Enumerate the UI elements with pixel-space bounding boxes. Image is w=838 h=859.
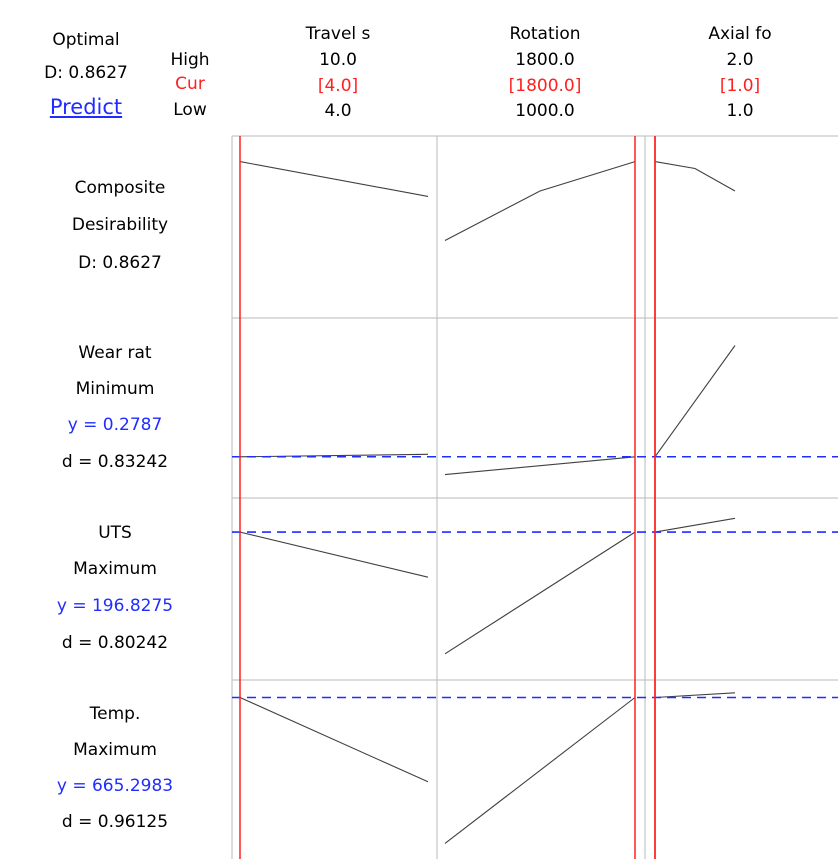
response-name-wear: Wear rat (78, 343, 152, 363)
response-name-temp: Temp. (89, 704, 141, 724)
factor-name-travel: Travel s (305, 24, 371, 44)
response-y-temp: y = 665.2983 (56, 776, 174, 796)
response-y-wear: y = 0.2787 (67, 415, 163, 435)
factor-name-rotation: Rotation (509, 24, 581, 44)
response-goal-uts: Maximum (73, 559, 157, 579)
response-name-uts: UTS (98, 523, 132, 543)
response-curve-r1-f0 (239, 453, 429, 458)
response-goal-temp: Maximum (73, 740, 157, 760)
factor-low-travel: 4.0 (324, 101, 352, 121)
predict-link[interactable]: Predict (49, 95, 123, 119)
factor-cur-travel[interactable]: [4.0] (317, 76, 359, 96)
level-low-label: Low (173, 100, 207, 120)
level-cur-label: Cur (175, 74, 205, 94)
response-y-uts: y = 196.8275 (56, 596, 174, 616)
factor-high-rotation: 1800.0 (515, 50, 575, 70)
response-value-composite: D: 0.8627 (78, 253, 162, 273)
factor-cur-axial[interactable]: [1.0] (719, 76, 761, 96)
response-d-uts: d = 0.80242 (61, 633, 169, 653)
response-curve-r2-f1 (444, 531, 636, 655)
response-curve-r0-f2 (654, 161, 736, 192)
response-curve-r3-f0 (239, 696, 429, 783)
response-curve-r0-f0 (239, 161, 429, 197)
factor-high-axial: 2.0 (726, 50, 754, 70)
response-curve-r0-f1 (444, 161, 636, 241)
factor-cur-rotation[interactable]: [1800.0] (508, 76, 582, 96)
response-curve-r1-f2 (654, 345, 736, 458)
response-curve-r1-f1 (444, 456, 636, 476)
response-name-composite: Composite (74, 178, 166, 198)
response-d-temp: d = 0.96125 (61, 812, 169, 832)
response-goal-composite: Desirability (71, 215, 169, 235)
factor-low-axial: 1.0 (726, 101, 754, 121)
response-d-wear: d = 0.83242 (61, 452, 169, 472)
overall-desirability: D: 0.8627 (44, 63, 128, 83)
response-curve-r3-f1 (444, 697, 636, 844)
factor-name-axial: Axial fo (708, 24, 772, 44)
response-curve-r2-f2 (654, 517, 736, 533)
factor-low-rotation: 1000.0 (515, 101, 575, 121)
response-goal-wear: Minimum (75, 379, 155, 399)
factor-high-travel: 10.0 (319, 50, 357, 70)
level-high-label: High (170, 50, 210, 70)
optimal-label: Optimal (52, 30, 120, 50)
response-curve-r2-f0 (239, 531, 429, 578)
